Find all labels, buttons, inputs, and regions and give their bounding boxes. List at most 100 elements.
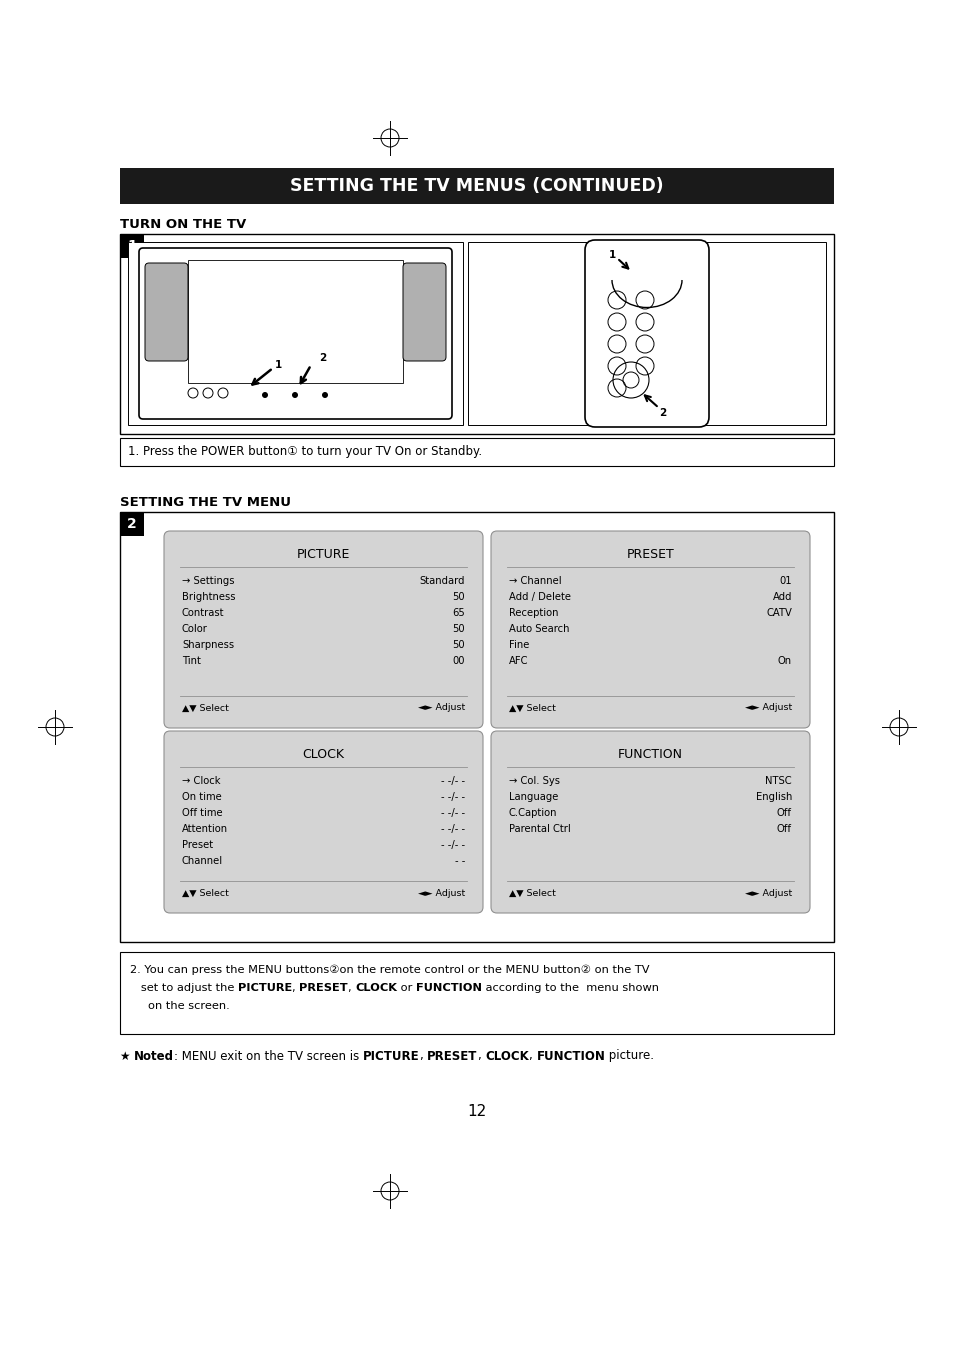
Text: ▲▼ Select: ▲▼ Select [182, 888, 229, 898]
Text: - -/- -: - -/- - [440, 809, 464, 818]
Text: ◄► Adjust: ◄► Adjust [744, 703, 791, 713]
Text: On: On [777, 656, 791, 666]
Text: PRESET: PRESET [626, 548, 674, 562]
Text: 1. Press the POWER button① to turn your TV On or Standby.: 1. Press the POWER button① to turn your … [128, 446, 481, 459]
Text: picture.: picture. [605, 1049, 654, 1062]
FancyBboxPatch shape [120, 234, 833, 433]
Text: ,: , [348, 983, 355, 994]
FancyBboxPatch shape [139, 248, 452, 418]
FancyBboxPatch shape [491, 531, 809, 728]
Text: Parental Ctrl: Parental Ctrl [509, 824, 570, 834]
Text: 2. You can press the MENU buttons②on the remote control or the MENU button② on t: 2. You can press the MENU buttons②on the… [130, 965, 649, 975]
Text: SETTING THE TV MENU: SETTING THE TV MENU [120, 495, 291, 509]
Text: PICTURE: PICTURE [296, 548, 350, 562]
Text: Reception: Reception [509, 608, 558, 618]
Text: Language: Language [509, 792, 558, 802]
Text: ▲▼ Select: ▲▼ Select [182, 703, 229, 713]
Text: Noted: Noted [134, 1049, 174, 1062]
Text: Add / Delete: Add / Delete [509, 593, 571, 602]
Text: 01: 01 [779, 576, 791, 586]
Text: 2: 2 [127, 517, 136, 531]
Text: PICTURE: PICTURE [363, 1049, 419, 1062]
Text: → Col. Sys: → Col. Sys [509, 776, 559, 786]
Text: - -/- -: - -/- - [440, 792, 464, 802]
FancyBboxPatch shape [120, 167, 833, 204]
Text: 1: 1 [608, 250, 615, 261]
Text: 1: 1 [127, 239, 136, 252]
Text: ▲▼ Select: ▲▼ Select [509, 703, 556, 713]
Text: Fine: Fine [509, 640, 529, 649]
Text: FUNCTION: FUNCTION [416, 983, 482, 994]
Text: English: English [755, 792, 791, 802]
Text: Channel: Channel [182, 856, 223, 865]
Text: 50: 50 [452, 593, 464, 602]
Circle shape [262, 392, 268, 398]
Text: TURN ON THE TV: TURN ON THE TV [120, 219, 246, 231]
Text: - -/- -: - -/- - [440, 824, 464, 834]
FancyBboxPatch shape [584, 240, 708, 427]
Text: ▲▼ Select: ▲▼ Select [509, 888, 556, 898]
FancyBboxPatch shape [120, 234, 144, 258]
Text: or: or [397, 983, 416, 994]
Text: Standard: Standard [419, 576, 464, 586]
Text: On time: On time [182, 792, 221, 802]
Text: : MENU exit on the TV screen is: : MENU exit on the TV screen is [174, 1049, 363, 1062]
FancyBboxPatch shape [164, 531, 482, 728]
Text: → Settings: → Settings [182, 576, 234, 586]
Text: → Channel: → Channel [509, 576, 561, 586]
Text: - -: - - [455, 856, 464, 865]
FancyBboxPatch shape [120, 952, 833, 1034]
Text: CATV: CATV [765, 608, 791, 618]
Text: 50: 50 [452, 624, 464, 634]
Text: - -/- -: - -/- - [440, 776, 464, 786]
FancyBboxPatch shape [491, 730, 809, 913]
Text: Preset: Preset [182, 840, 213, 850]
FancyBboxPatch shape [120, 512, 144, 536]
Text: Brightness: Brightness [182, 593, 235, 602]
Text: on the screen.: on the screen. [148, 1000, 230, 1011]
FancyBboxPatch shape [468, 242, 825, 425]
FancyBboxPatch shape [145, 263, 188, 360]
Text: Tint: Tint [182, 656, 201, 666]
Text: ◄► Adjust: ◄► Adjust [417, 888, 464, 898]
Text: Off: Off [776, 809, 791, 818]
Text: Off time: Off time [182, 809, 222, 818]
Text: Color: Color [182, 624, 208, 634]
Circle shape [322, 392, 328, 398]
Text: CLOCK: CLOCK [355, 983, 397, 994]
Text: ,: , [292, 983, 299, 994]
Text: FUNCTION: FUNCTION [536, 1049, 605, 1062]
Text: Add: Add [772, 593, 791, 602]
Text: ★: ★ [120, 1049, 134, 1062]
FancyBboxPatch shape [164, 730, 482, 913]
Text: 12: 12 [467, 1103, 486, 1119]
Text: FUNCTION: FUNCTION [618, 748, 682, 761]
Text: Attention: Attention [182, 824, 228, 834]
Text: CLOCK: CLOCK [485, 1049, 529, 1062]
Text: Contrast: Contrast [182, 608, 224, 618]
FancyBboxPatch shape [402, 263, 446, 360]
Text: PRESET: PRESET [299, 983, 348, 994]
Text: 2: 2 [659, 408, 666, 418]
Text: Auto Search: Auto Search [509, 624, 569, 634]
Text: 00: 00 [452, 656, 464, 666]
FancyBboxPatch shape [120, 437, 833, 466]
Text: ◄► Adjust: ◄► Adjust [417, 703, 464, 713]
Text: 65: 65 [452, 608, 464, 618]
Text: CLOCK: CLOCK [302, 748, 344, 761]
Text: according to the  menu shown: according to the menu shown [482, 983, 659, 994]
Text: - -/- -: - -/- - [440, 840, 464, 850]
Text: ◄► Adjust: ◄► Adjust [744, 888, 791, 898]
Text: Off: Off [776, 824, 791, 834]
Text: ,: , [477, 1049, 485, 1062]
Text: C.Caption: C.Caption [509, 809, 557, 818]
Text: Sharpness: Sharpness [182, 640, 233, 649]
Text: PICTURE: PICTURE [237, 983, 292, 994]
Text: 1: 1 [274, 360, 281, 370]
Text: 2: 2 [319, 352, 326, 363]
Text: AFC: AFC [509, 656, 528, 666]
Text: 50: 50 [452, 640, 464, 649]
Circle shape [292, 392, 297, 398]
Text: NTSC: NTSC [764, 776, 791, 786]
Text: set to adjust the: set to adjust the [130, 983, 237, 994]
